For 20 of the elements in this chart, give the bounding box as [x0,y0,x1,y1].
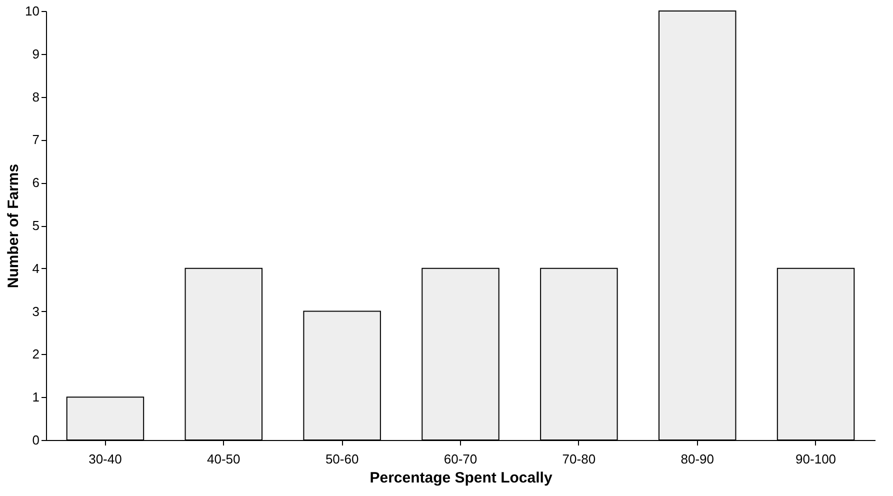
x-axis-title: Percentage Spent Locally [370,470,553,486]
y-tick-label: 3 [32,304,40,319]
y-tick-label: 6 [32,175,40,190]
y-tick-label: 7 [32,132,40,148]
y-tick-label: 0 [32,432,40,448]
y-tick-label: 2 [32,346,40,362]
x-tick-label: 30-40 [88,452,122,466]
y-tick-label: 1 [32,390,40,405]
y-tick-label: 10 [25,4,40,18]
x-tick-label: 90-100 [796,452,836,466]
y-tick-label: 4 [32,260,40,276]
y-axis-title: Number of Farms [5,164,22,288]
x-tick-label: 80-90 [680,452,714,466]
y-tick-label: 8 [32,89,40,104]
x-tick-label: 50-60 [325,452,359,466]
y-tick-label: 9 [32,46,40,62]
y-tick-label: 5 [32,218,40,233]
x-tick-label: 60-70 [444,452,478,466]
x-tick-label: 40-50 [207,452,240,466]
x-tick-label: 70-80 [562,452,596,466]
